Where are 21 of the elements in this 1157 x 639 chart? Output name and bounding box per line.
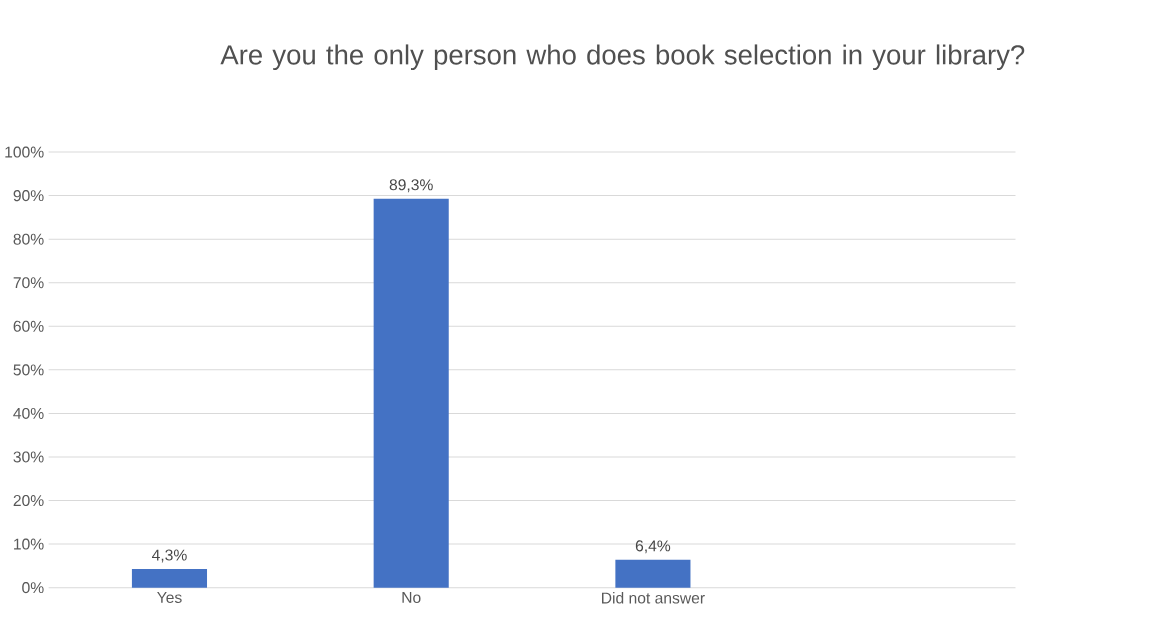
y-tick-label: 70% [13, 277, 44, 289]
y-tick-label: 50% [13, 364, 44, 376]
y-tick-label: 40% [13, 407, 44, 419]
bar [373, 198, 449, 588]
data-label: 6,4% [635, 540, 671, 554]
bar [131, 568, 208, 588]
x-tick-label: No [402, 591, 421, 603]
x-tick-label: Did not answer [602, 591, 705, 604]
y-tick-label: 90% [13, 189, 44, 202]
chart-title: Are you the only person who does book selection in your library? [220, 44, 1025, 70]
y-tick-label: 30% [13, 451, 44, 463]
x-tick-label: Yes [157, 591, 182, 603]
bar [615, 559, 691, 588]
y-tick-label: 10% [14, 538, 44, 550]
y-tick-label: 60% [13, 320, 44, 332]
y-tick-label: 100% [5, 146, 44, 158]
data-label: 89,3% [389, 179, 433, 193]
y-tick-label: 80% [13, 233, 44, 245]
data-label: 4,3% [151, 549, 187, 563]
y-tick-label: 0% [22, 581, 44, 594]
y-tick-label: 20% [13, 494, 44, 506]
